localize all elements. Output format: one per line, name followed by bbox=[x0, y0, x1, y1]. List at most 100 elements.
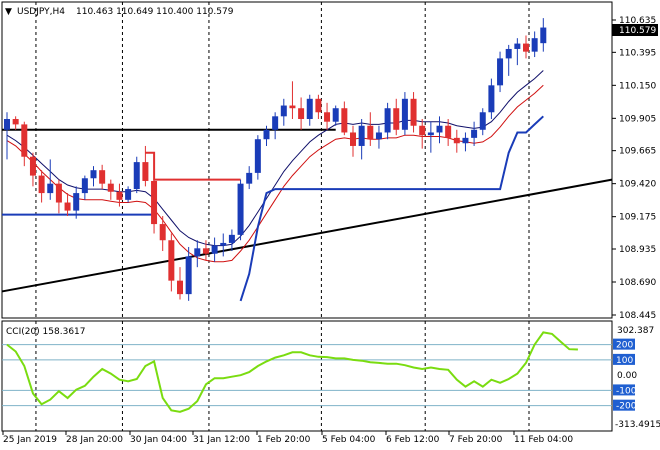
candle[interactable] bbox=[246, 166, 253, 190]
candle[interactable] bbox=[73, 186, 80, 219]
candle[interactable] bbox=[159, 215, 166, 252]
price-tick-label: 108.935 bbox=[619, 245, 656, 255]
candle[interactable] bbox=[375, 125, 382, 149]
candle[interactable] bbox=[4, 112, 10, 160]
candle[interactable] bbox=[436, 116, 443, 144]
candle[interactable] bbox=[47, 159, 54, 200]
candle[interactable] bbox=[116, 183, 123, 207]
candle-body bbox=[125, 189, 132, 200]
candle[interactable] bbox=[427, 121, 434, 153]
time-tick-label: 31 Jan 12:00 bbox=[193, 435, 250, 445]
candle[interactable] bbox=[341, 101, 348, 136]
candle[interactable] bbox=[315, 94, 322, 120]
candle-body bbox=[142, 162, 149, 181]
candle-body bbox=[220, 242, 227, 246]
stop-line-blue bbox=[239, 115, 544, 302]
candle[interactable] bbox=[81, 175, 88, 200]
current-price-label: 110.579 bbox=[619, 26, 656, 36]
candle[interactable] bbox=[453, 129, 460, 153]
candle[interactable] bbox=[479, 108, 486, 136]
candle[interactable] bbox=[488, 78, 495, 120]
candle-body bbox=[237, 183, 244, 235]
candle[interactable] bbox=[393, 98, 400, 136]
candle-body bbox=[540, 27, 547, 44]
candle[interactable] bbox=[505, 44, 512, 76]
candle[interactable] bbox=[38, 170, 45, 203]
candle-body bbox=[471, 129, 478, 138]
candle[interactable] bbox=[471, 121, 478, 146]
candle[interactable] bbox=[410, 92, 417, 133]
candle[interactable] bbox=[64, 193, 71, 216]
candle[interactable] bbox=[125, 186, 132, 203]
candle[interactable] bbox=[350, 125, 356, 157]
candle[interactable] bbox=[280, 98, 287, 126]
candle[interactable] bbox=[540, 18, 547, 52]
candle[interactable] bbox=[401, 92, 408, 136]
candle[interactable] bbox=[306, 94, 313, 126]
candle[interactable] bbox=[168, 233, 175, 292]
candle[interactable] bbox=[531, 31, 538, 58]
candle[interactable] bbox=[324, 102, 331, 130]
price-tick-label: 110.395 bbox=[619, 48, 656, 58]
candle[interactable] bbox=[445, 119, 452, 146]
cci-max-label: 302.387 bbox=[617, 326, 654, 336]
dropdown-arrow-icon[interactable]: ▼ bbox=[5, 7, 12, 17]
candle[interactable] bbox=[419, 119, 426, 149]
candle-body bbox=[367, 125, 374, 140]
candle[interactable] bbox=[12, 116, 19, 130]
candle-body bbox=[90, 170, 97, 179]
candle[interactable] bbox=[384, 102, 391, 140]
time-tick-label: 6 Feb 12:00 bbox=[386, 435, 440, 445]
candle[interactable] bbox=[142, 145, 149, 187]
candle-body bbox=[436, 125, 443, 133]
candle[interactable] bbox=[332, 105, 339, 126]
candle[interactable] bbox=[21, 121, 28, 167]
candle[interactable] bbox=[55, 179, 62, 214]
price-panel[interactable]: 110.635 110.395 110.150 109.905 109.665 109.4… bbox=[1, 1, 656, 321]
candle-body bbox=[401, 98, 408, 130]
candle-body bbox=[341, 108, 348, 133]
candle-body bbox=[133, 162, 140, 190]
candle-body bbox=[393, 108, 400, 130]
candle[interactable] bbox=[237, 179, 244, 241]
candle[interactable] bbox=[99, 164, 106, 190]
candle[interactable] bbox=[523, 35, 529, 59]
candle[interactable] bbox=[211, 237, 218, 262]
candle[interactable] bbox=[177, 267, 183, 300]
current-price-marker: 110.579 bbox=[612, 24, 658, 36]
candle-body bbox=[375, 132, 382, 140]
cci-level-box bbox=[613, 384, 635, 396]
candle[interactable] bbox=[367, 112, 374, 146]
candle-body bbox=[523, 43, 529, 52]
candle-body bbox=[488, 85, 495, 113]
candle-body bbox=[384, 108, 391, 133]
candle[interactable] bbox=[151, 172, 158, 234]
cci-panel[interactable]: 200 100 0.00 -100 -200 CCI(20) 158.3617 302.… bbox=[1, 320, 660, 432]
candle-body bbox=[350, 132, 356, 146]
cci-min-label: -313.4915 bbox=[615, 420, 660, 430]
candle[interactable] bbox=[289, 81, 296, 120]
candle[interactable] bbox=[29, 152, 36, 187]
candle-body bbox=[55, 183, 62, 203]
candle[interactable] bbox=[462, 132, 469, 152]
candle[interactable] bbox=[254, 135, 261, 180]
candle[interactable] bbox=[90, 166, 97, 187]
cci-panel-frame bbox=[1, 320, 613, 432]
candle[interactable] bbox=[107, 179, 114, 200]
candle[interactable] bbox=[298, 97, 305, 130]
candle[interactable] bbox=[497, 51, 504, 93]
candle[interactable] bbox=[194, 240, 201, 268]
candle[interactable] bbox=[263, 125, 270, 146]
candle-body bbox=[453, 137, 460, 144]
candle[interactable] bbox=[272, 112, 279, 140]
candle[interactable] bbox=[133, 156, 140, 194]
candle[interactable] bbox=[202, 240, 209, 261]
candle[interactable] bbox=[220, 233, 227, 257]
candle[interactable] bbox=[514, 38, 521, 66]
candle[interactable] bbox=[358, 119, 365, 160]
candle[interactable] bbox=[185, 246, 192, 301]
upper-indicator-line bbox=[6, 70, 544, 247]
candle[interactable] bbox=[228, 229, 235, 252]
